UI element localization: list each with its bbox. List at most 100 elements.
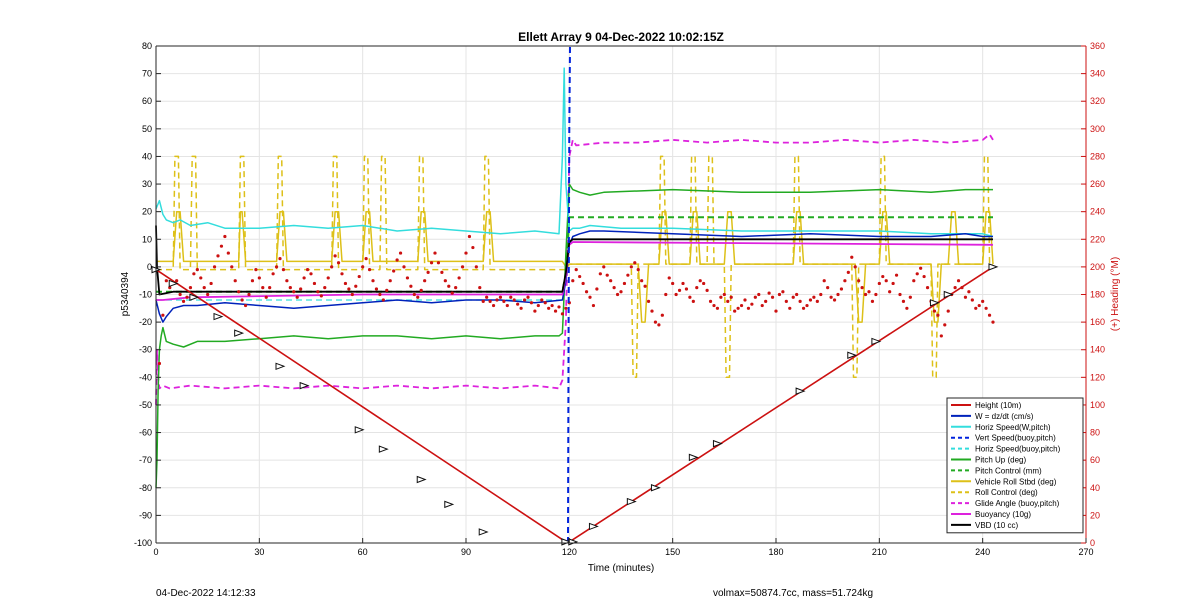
heading-point	[309, 272, 313, 276]
heading-point	[881, 274, 885, 279]
heading-point	[636, 268, 640, 272]
legend-label: Horiz Speed(W,pitch)	[975, 423, 1051, 432]
height-marker	[478, 528, 489, 536]
heading-point	[681, 281, 685, 286]
heading-point	[199, 276, 203, 280]
heading-point	[340, 272, 344, 276]
heading-point	[612, 285, 616, 290]
y2-tick-label: 220	[1090, 234, 1105, 244]
heading-point	[581, 281, 585, 286]
heading-point	[743, 298, 747, 302]
series-line-7	[156, 210, 994, 323]
heading-point	[839, 287, 844, 291]
height-marker	[213, 312, 224, 321]
heading-point	[292, 290, 296, 294]
heading-point	[984, 306, 988, 310]
y-tick-label: 80	[142, 41, 152, 51]
heading-point	[832, 298, 837, 302]
heading-point	[781, 290, 785, 294]
heading-point	[305, 268, 310, 272]
x-tick-label: 60	[358, 547, 368, 557]
heading-point	[708, 299, 713, 304]
y2-tick-label: 80	[1090, 428, 1100, 438]
heading-point	[288, 285, 292, 290]
heading-point	[691, 299, 695, 304]
heading-point	[615, 292, 620, 297]
heading-point	[970, 298, 974, 302]
series-line-4	[156, 238, 993, 301]
heading-point	[805, 303, 809, 308]
x-tick-label: 150	[665, 547, 680, 557]
y2-tick-label: 300	[1090, 124, 1105, 134]
heading-point	[264, 295, 268, 299]
y-axis-label: p5340394	[120, 271, 131, 316]
height-marker	[275, 362, 286, 371]
height-marker	[626, 497, 637, 506]
series-line-1	[155, 230, 993, 323]
heading-point	[757, 292, 761, 297]
heading-point	[715, 306, 720, 310]
height-marker	[416, 475, 427, 484]
heading-point	[343, 281, 348, 286]
heading-point	[891, 281, 895, 286]
y2-tick-label: 160	[1090, 317, 1105, 327]
heading-point	[354, 284, 358, 288]
y-tick-label: 20	[142, 207, 152, 217]
legend-label: Vert Speed(buoy,pitch)	[975, 434, 1056, 443]
x-tick-label: 270	[1078, 547, 1093, 557]
y-tick-label: -50	[139, 400, 152, 410]
heading-point	[195, 268, 199, 272]
series-line-9	[155, 133, 994, 405]
legend-label: Vehicle Roll Stbd (deg)	[975, 477, 1057, 486]
heading-point	[529, 301, 534, 305]
heading-point	[960, 285, 964, 290]
y-tick-label: -70	[139, 455, 152, 465]
heading-point	[333, 254, 337, 258]
heading-point	[974, 306, 978, 310]
heading-point	[254, 268, 258, 272]
heading-point	[660, 313, 664, 317]
heading-point	[181, 299, 186, 304]
heading-point	[312, 281, 317, 286]
heading-point	[281, 268, 286, 272]
heading-point	[478, 285, 482, 290]
heading-point	[498, 295, 503, 299]
heading-point	[671, 281, 675, 286]
heading-point	[702, 281, 706, 286]
heading-point	[677, 288, 682, 292]
heading-point	[274, 265, 279, 269]
heading-point	[302, 276, 306, 280]
heading-point	[547, 306, 551, 310]
heading-point	[963, 295, 968, 299]
heading-point	[888, 290, 892, 294]
heading-point	[250, 279, 255, 283]
heading-point	[863, 292, 868, 297]
heading-point	[919, 266, 923, 270]
heading-point	[901, 299, 906, 304]
heading-point	[509, 295, 513, 299]
heading-point	[330, 265, 334, 269]
heading-point	[526, 295, 530, 299]
heading-point	[739, 303, 744, 308]
heading-point	[850, 255, 854, 259]
y-tick-label: 70	[142, 69, 152, 79]
heading-point	[643, 284, 647, 288]
y2-tick-label: 120	[1090, 372, 1105, 382]
heading-point	[426, 270, 430, 275]
heading-point	[347, 287, 351, 291]
heading-point	[271, 272, 275, 276]
y-tick-label: -40	[139, 372, 152, 382]
heading-point	[419, 288, 423, 292]
heading-point	[791, 295, 795, 299]
heading-point	[633, 261, 637, 265]
height-marker	[712, 439, 723, 448]
heading-point	[760, 303, 764, 308]
heading-point	[185, 295, 189, 299]
heading-point	[416, 295, 420, 299]
heading-point	[877, 281, 881, 286]
heading-point	[853, 265, 857, 269]
heading-point	[602, 265, 606, 269]
heading-point	[429, 261, 434, 265]
heading-point	[846, 270, 850, 275]
